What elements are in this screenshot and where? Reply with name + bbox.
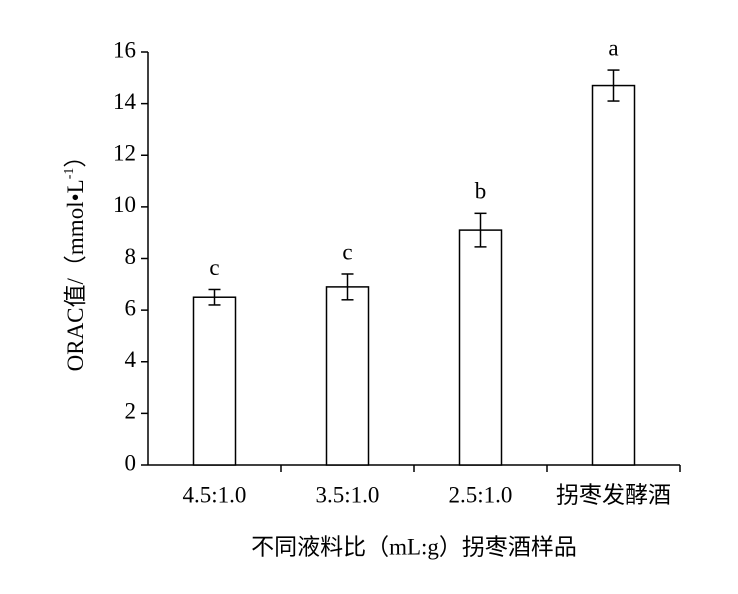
y-axis-label: ORAC值/（mmol•L-1）	[62, 145, 88, 372]
significance-label: c	[209, 255, 219, 280]
significance-label: a	[608, 35, 618, 60]
y-tick-label: 16	[113, 37, 136, 62]
bar	[458, 229, 503, 466]
y-tick-label: 6	[125, 295, 137, 320]
x-axis-label: 不同液料比（mL:g）拐枣酒样品	[251, 534, 577, 559]
bar	[325, 286, 370, 466]
y-tick-label: 8	[125, 244, 137, 269]
y-label-main: ORAC值/（mmol•L	[63, 179, 88, 371]
y-tick-label: 10	[113, 192, 136, 217]
x-tick-label: 3.5:1.0	[316, 482, 380, 507]
x-tick-label: 拐枣发酵酒	[556, 482, 671, 507]
y-label-sup: -1	[62, 168, 77, 180]
y-tick-label: 4	[125, 347, 137, 372]
x-tick-label: 2.5:1.0	[449, 482, 513, 507]
bar	[591, 84, 636, 466]
significance-label: b	[475, 179, 487, 204]
y-label-close: ）	[63, 145, 88, 168]
y-tick-label: 14	[113, 89, 137, 114]
bar	[192, 296, 237, 466]
y-tick-label: 12	[113, 141, 136, 166]
x-tick-label: 4.5:1.0	[183, 482, 247, 507]
y-tick-label: 0	[125, 450, 137, 475]
y-tick-label: 2	[125, 399, 137, 424]
significance-label: c	[342, 239, 352, 264]
